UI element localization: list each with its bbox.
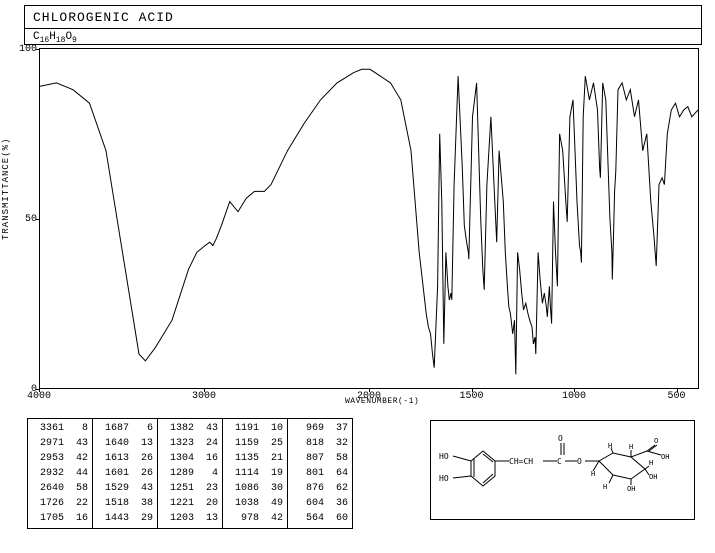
svg-text:O: O bbox=[577, 457, 582, 466]
formula-box: C16H18O9 bbox=[24, 29, 702, 45]
peak-row: 115925 bbox=[229, 436, 283, 451]
svg-text:O: O bbox=[558, 434, 563, 443]
molecule-svg: HO HO CH=CH C O O H H H OH OH H H bbox=[431, 421, 694, 519]
peak-row: 111419 bbox=[229, 466, 283, 481]
peak-table: 3361829714329534229324426405817262217051… bbox=[27, 418, 353, 529]
peak-row: 125123 bbox=[164, 481, 218, 496]
y-tick-label: 50 bbox=[19, 214, 37, 225]
peak-row: 138243 bbox=[164, 421, 218, 436]
peak-column: 1382431323241304161289412512312212012031… bbox=[158, 419, 223, 528]
peak-row: 152943 bbox=[99, 481, 153, 496]
formula: C16H18O9 bbox=[33, 31, 77, 43]
peak-row: 81832 bbox=[294, 436, 348, 451]
peak-row: 87662 bbox=[294, 481, 348, 496]
peak-row: 96937 bbox=[294, 421, 348, 436]
svg-text:H: H bbox=[629, 443, 633, 451]
x-tick-label: 3000 bbox=[189, 391, 219, 402]
structure-diagram: HO HO CH=CH C O O H H H OH OH H H bbox=[430, 420, 695, 520]
peak-row: 160126 bbox=[99, 466, 153, 481]
peak-row: 12894 bbox=[164, 466, 218, 481]
compound-title: CHLOROGENIC ACID bbox=[33, 10, 174, 25]
svg-text:CH=CH: CH=CH bbox=[509, 457, 533, 466]
svg-text:O: O bbox=[654, 437, 658, 445]
x-tick-label: 1000 bbox=[559, 391, 589, 402]
x-axis-label: WAVENUMBER(-1) bbox=[345, 397, 419, 406]
spectrum-line bbox=[40, 49, 698, 388]
peak-row: 108630 bbox=[229, 481, 283, 496]
svg-text:C: C bbox=[557, 457, 562, 466]
peak-row: 293244 bbox=[34, 466, 88, 481]
peak-row: 172622 bbox=[34, 496, 88, 511]
peak-row: 113521 bbox=[229, 451, 283, 466]
y-axis-label: TRANSMITTANCE(%) bbox=[1, 138, 11, 240]
svg-text:H: H bbox=[591, 470, 595, 478]
x-tick-label: 500 bbox=[662, 391, 692, 402]
peak-row: 264058 bbox=[34, 481, 88, 496]
title-box: CHLOROGENIC ACID bbox=[24, 5, 702, 29]
peak-row: 80164 bbox=[294, 466, 348, 481]
peak-row: 295342 bbox=[34, 451, 88, 466]
peak-row: 60436 bbox=[294, 496, 348, 511]
svg-text:OH: OH bbox=[649, 473, 657, 481]
peak-column: 3361829714329534229324426405817262217051… bbox=[28, 419, 93, 528]
peak-row: 144329 bbox=[99, 511, 153, 526]
peak-column: 1191101159251135211114191086301038499784… bbox=[223, 419, 288, 528]
peak-row: 119110 bbox=[229, 421, 283, 436]
peak-row: 80758 bbox=[294, 451, 348, 466]
peak-row: 297143 bbox=[34, 436, 88, 451]
y-tick-label: 100 bbox=[19, 44, 37, 55]
svg-text:H: H bbox=[649, 459, 653, 467]
peak-row: 161326 bbox=[99, 451, 153, 466]
spectrum-chart bbox=[39, 48, 699, 389]
peak-row: 97842 bbox=[229, 511, 283, 526]
peak-row: 103849 bbox=[229, 496, 283, 511]
svg-text:HO: HO bbox=[439, 474, 449, 483]
peak-column: 1687616401316132616012615294315183814432… bbox=[93, 419, 158, 528]
peak-column: 96937818328075880164876626043656460 bbox=[288, 419, 352, 528]
peak-row: 132324 bbox=[164, 436, 218, 451]
x-tick-label: 4000 bbox=[24, 391, 54, 402]
svg-text:HO: HO bbox=[439, 452, 449, 461]
peak-row: 122120 bbox=[164, 496, 218, 511]
peak-row: 120313 bbox=[164, 511, 218, 526]
peak-row: 164013 bbox=[99, 436, 153, 451]
peak-row: 16876 bbox=[99, 421, 153, 436]
peak-row: 170516 bbox=[34, 511, 88, 526]
peak-row: 56460 bbox=[294, 511, 348, 526]
peak-row: 151838 bbox=[99, 496, 153, 511]
x-tick-label: 1500 bbox=[457, 391, 487, 402]
svg-text:H: H bbox=[603, 483, 607, 491]
peak-row: 33618 bbox=[34, 421, 88, 436]
svg-text:OH: OH bbox=[627, 485, 635, 493]
svg-text:OH: OH bbox=[661, 453, 669, 461]
peak-row: 130416 bbox=[164, 451, 218, 466]
